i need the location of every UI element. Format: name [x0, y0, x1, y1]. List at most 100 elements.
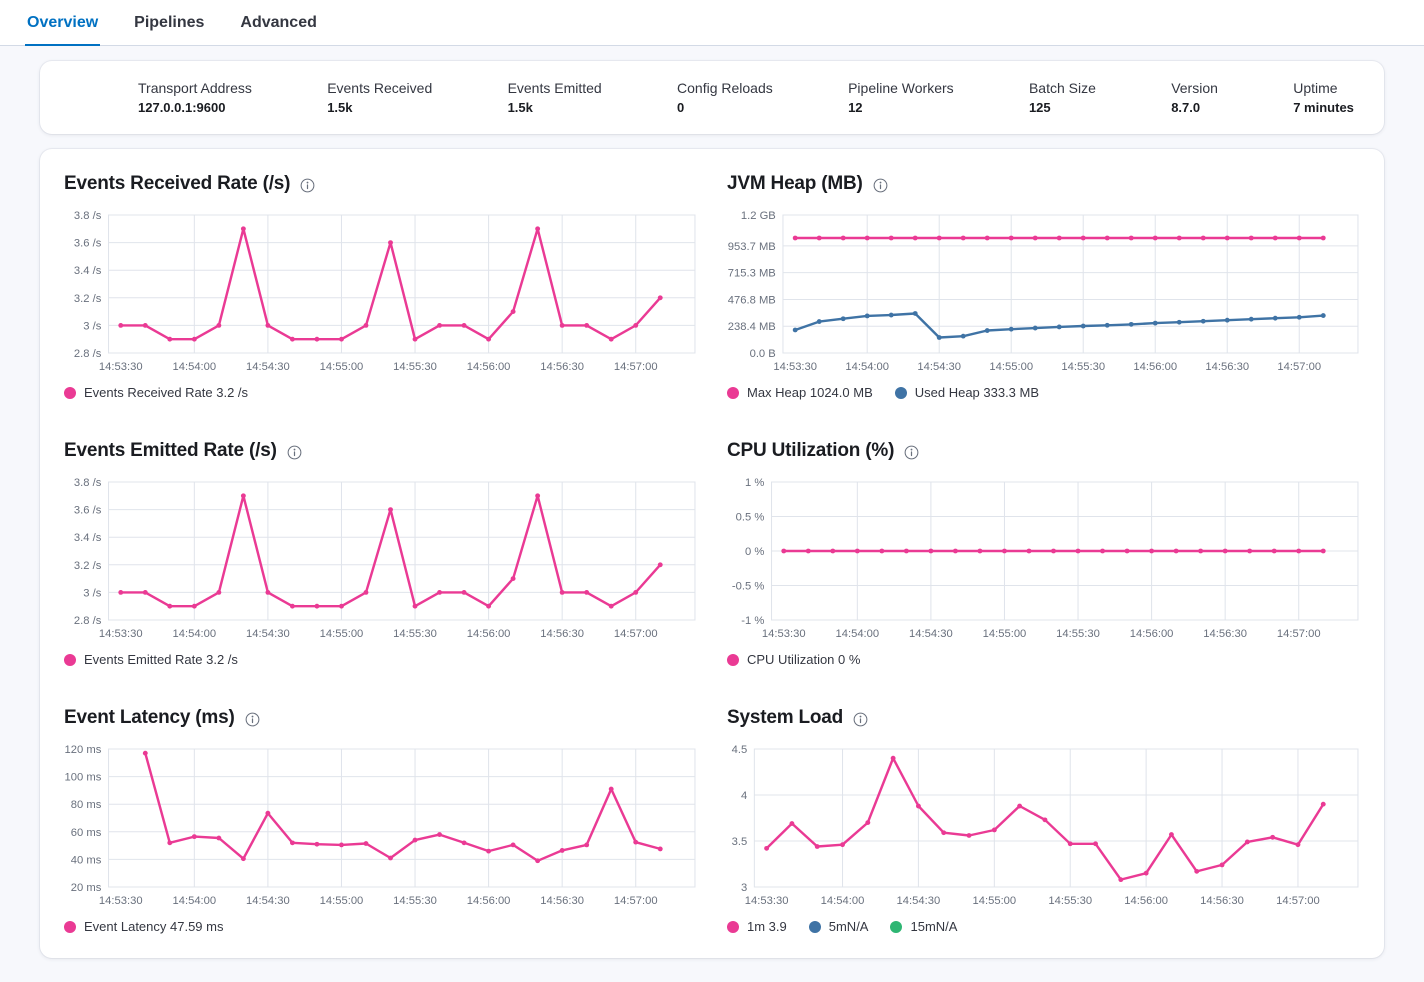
legend-label: CPU Utilization 0 %: [747, 652, 861, 667]
chart-legend: Events Emitted Rate 3.2 /s: [64, 652, 697, 667]
svg-text:3.8 /s: 3.8 /s: [74, 477, 102, 489]
svg-text:3.6 /s: 3.6 /s: [74, 238, 102, 250]
legend-label: Event Latency 47.59 ms: [84, 919, 224, 934]
svg-text:3.2 /s: 3.2 /s: [74, 293, 102, 305]
svg-text:-1 %: -1 %: [741, 615, 764, 627]
legend-item[interactable]: 15mN/A: [890, 919, 957, 934]
svg-text:14:55:00: 14:55:00: [320, 628, 364, 640]
chart-legend: Events Received Rate 3.2 /s: [64, 385, 697, 400]
info-icon[interactable]: [853, 712, 868, 727]
tab-advanced[interactable]: Advanced: [240, 14, 317, 31]
stat-config-reloads: Config Reloads 0: [677, 80, 773, 115]
info-icon[interactable]: [287, 445, 302, 460]
svg-text:3 /s: 3 /s: [83, 587, 102, 599]
legend-item[interactable]: Events Received Rate 3.2 /s: [64, 385, 248, 400]
legend-item[interactable]: Used Heap 333.3 MB: [894, 385, 1039, 400]
svg-text:14:55:00: 14:55:00: [320, 895, 364, 907]
stat-events-received: Events Received 1.5k: [327, 80, 432, 115]
svg-text:14:56:00: 14:56:00: [1133, 361, 1177, 373]
svg-text:715.3 MB: 715.3 MB: [728, 268, 776, 280]
svg-text:14:54:30: 14:54:30: [246, 361, 290, 373]
chart-jvm-heap: JVM Heap (MB) 0.0 B 238.4 MB 476.8 MB 715.3…: [727, 173, 1360, 400]
info-icon[interactable]: [873, 178, 888, 193]
chart-title: Events Emitted Rate (/s): [64, 440, 277, 461]
svg-text:14:57:00: 14:57:00: [1277, 361, 1321, 373]
svg-text:14:56:30: 14:56:30: [1200, 895, 1244, 907]
chart-system-load: System Load 3 3.5 4 4.5 14:53:30 14:54:00 14:5…: [727, 707, 1360, 934]
svg-text:14:56:00: 14:56:00: [467, 361, 511, 373]
legend-item[interactable]: CPU Utilization 0 %: [727, 652, 860, 667]
svg-text:953.7 MB: 953.7 MB: [728, 241, 776, 253]
svg-text:14:57:00: 14:57:00: [614, 361, 658, 373]
svg-text:14:55:30: 14:55:30: [1061, 361, 1105, 373]
svg-text:3.4 /s: 3.4 /s: [74, 532, 102, 544]
jvm-heap-chart: 0.0 B 238.4 MB 476.8 MB 715.3 MB 953.7 MB 1.2…: [728, 210, 1359, 373]
legend-label: Events Emitted Rate 3.2 /s: [84, 652, 238, 667]
info-icon[interactable]: [300, 178, 315, 193]
page-body: Transport Address 127.0.0.1:9600 Events …: [0, 46, 1424, 982]
svg-text:14:53:30: 14:53:30: [762, 628, 806, 640]
svg-text:2.8 /s: 2.8 /s: [74, 348, 102, 360]
svg-text:14:54:00: 14:54:00: [835, 628, 879, 640]
svg-text:238.4 MB: 238.4 MB: [728, 321, 776, 333]
legend-item[interactable]: Max Heap 1024.0 MB: [727, 385, 873, 400]
stat-transport-address: Transport Address 127.0.0.1:9600: [138, 80, 252, 115]
stat-label: Version: [1171, 80, 1218, 96]
svg-text:14:57:00: 14:57:00: [614, 628, 658, 640]
legend-item[interactable]: Event Latency 47.59 ms: [64, 919, 223, 934]
legend-item[interactable]: 1m 3.9: [727, 919, 787, 934]
stat-value: 12: [848, 100, 863, 115]
svg-text:0.0 B: 0.0 B: [750, 348, 776, 360]
legend-label: 15mN/A: [910, 919, 958, 934]
svg-text:14:55:30: 14:55:30: [1056, 628, 1100, 640]
stat-label: Config Reloads: [677, 80, 773, 96]
chart-legend: Event Latency 47.59 ms: [64, 919, 697, 934]
legend-dot-icon: [727, 386, 739, 399]
info-icon[interactable]: [904, 445, 919, 460]
svg-text:1 %: 1 %: [745, 477, 764, 489]
stat-version: Version 8.7.0: [1171, 80, 1218, 115]
svg-text:14:56:30: 14:56:30: [540, 628, 584, 640]
info-icon[interactable]: [245, 712, 260, 727]
stat-label: Uptime: [1293, 80, 1338, 96]
svg-text:14:53:30: 14:53:30: [99, 628, 143, 640]
summary-stats-panel: Transport Address 127.0.0.1:9600 Events …: [40, 61, 1384, 134]
svg-text:14:56:30: 14:56:30: [1203, 628, 1247, 640]
chart-title: Events Received Rate (/s): [64, 173, 291, 194]
tab-pipelines[interactable]: Pipelines: [134, 14, 205, 31]
stat-uptime: Uptime 7 minutes: [1293, 80, 1354, 115]
svg-text:3 /s: 3 /s: [83, 320, 102, 332]
svg-text:3.8 /s: 3.8 /s: [74, 210, 102, 222]
svg-text:14:54:30: 14:54:30: [897, 895, 941, 907]
chart-legend: Max Heap 1024.0 MB Used Heap 333.3 MB: [727, 385, 1360, 400]
svg-text:14:54:00: 14:54:00: [845, 361, 889, 373]
stat-events-emitted: Events Emitted 1.5k: [508, 80, 602, 115]
svg-text:476.8 MB: 476.8 MB: [728, 295, 776, 307]
svg-text:14:53:30: 14:53:30: [773, 361, 817, 373]
chart-legend: 1m 3.9 5mN/A 15mN/A: [727, 919, 1360, 934]
legend-dot-icon: [894, 386, 907, 399]
svg-text:14:55:30: 14:55:30: [393, 895, 437, 907]
stat-value: 127.0.0.1:9600: [138, 100, 226, 115]
svg-text:14:57:00: 14:57:00: [614, 895, 658, 907]
svg-text:4: 4: [741, 790, 747, 802]
stat-value: 1.5k: [507, 100, 533, 115]
svg-text:14:55:00: 14:55:00: [989, 361, 1033, 373]
svg-text:14:56:00: 14:56:00: [1124, 895, 1168, 907]
tab-overview[interactable]: Overview: [25, 14, 101, 46]
stat-batch-size: Batch Size 125: [1029, 80, 1096, 115]
svg-text:0.5 %: 0.5 %: [736, 512, 765, 524]
stat-label: Pipeline Workers: [848, 80, 954, 96]
svg-text:3: 3: [741, 882, 747, 894]
chart-legend: CPU Utilization 0 %: [727, 652, 1360, 667]
events-emitted-rate-chart: 2.8 /s 3 /s 3.2 /s 3.4 /s 3.6 /s 3.8 /s 14:53:…: [74, 477, 696, 640]
chart-events-received-rate: Events Received Rate (/s) 2.8 /s 3 /s 3.2 …: [64, 173, 697, 400]
stat-label: Events Received: [327, 80, 433, 96]
legend-dot-icon: [727, 653, 739, 666]
svg-text:14:55:30: 14:55:30: [393, 628, 437, 640]
legend-item[interactable]: 5mN/A: [808, 919, 868, 934]
legend-label: Max Heap 1024.0 MB: [747, 385, 873, 400]
svg-text:14:53:30: 14:53:30: [745, 895, 789, 907]
legend-item[interactable]: Events Emitted Rate 3.2 /s: [64, 652, 238, 667]
svg-text:14:53:30: 14:53:30: [99, 361, 143, 373]
